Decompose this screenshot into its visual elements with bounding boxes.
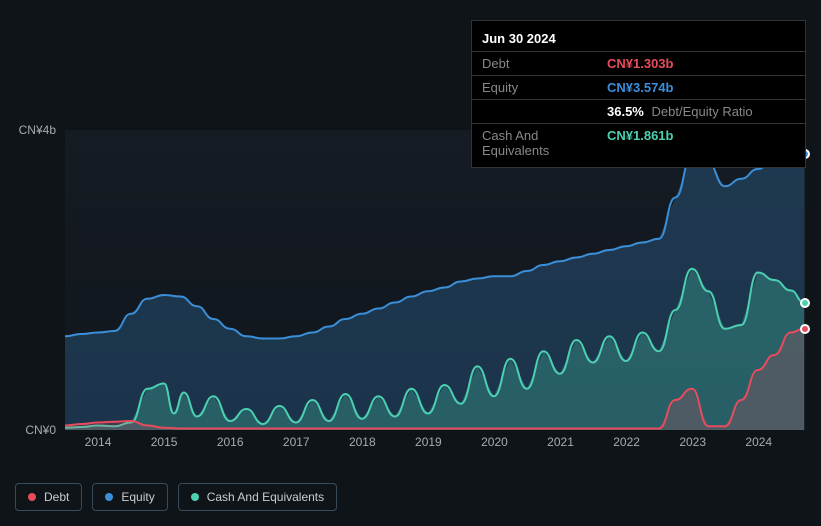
tooltip-row-ratio: 36.5% Debt/Equity Ratio (472, 100, 805, 124)
tooltip-ratio-label: Debt/Equity Ratio (652, 104, 753, 119)
chart-legend: Debt Equity Cash And Equivalents (15, 483, 337, 511)
y-tick-label: CN¥0 (25, 423, 56, 437)
x-axis: 2014 2015 2016 2017 2018 2019 2020 2021 2022 2023… (65, 435, 805, 455)
tooltip-value-equity: CN¥3.574b (607, 80, 673, 95)
series-end-marker-debt (800, 324, 810, 334)
tooltip-row-cash: Cash And Equivalents CN¥1.861b (472, 124, 805, 162)
chart-area: CN¥0CN¥4b 201420152016201720182019202020… (15, 120, 805, 470)
chart-plot[interactable] (65, 130, 805, 430)
chart-tooltip: Jun 30 2024 Debt CN¥1.303b Equity CN¥3.5… (471, 20, 806, 168)
legend-item-debt[interactable]: Debt (15, 483, 82, 511)
x-tick-label: 2016 (217, 435, 244, 449)
y-axis: CN¥0 CN¥4b (15, 120, 60, 440)
legend-dot-debt (28, 493, 36, 501)
legend-dot-cash (191, 493, 199, 501)
tooltip-label-equity: Equity (482, 80, 607, 95)
tooltip-ratio: 36.5% Debt/Equity Ratio (607, 104, 753, 119)
tooltip-label-cash: Cash And Equivalents (482, 128, 607, 158)
x-tick-label: 2019 (415, 435, 442, 449)
tooltip-value-debt: CN¥1.303b (607, 56, 673, 71)
x-tick-label: 2022 (613, 435, 640, 449)
tooltip-row-debt: Debt CN¥1.303b (472, 52, 805, 76)
tooltip-value-cash: CN¥1.861b (607, 128, 673, 158)
tooltip-label-debt: Debt (482, 56, 607, 71)
legend-label-cash: Cash And Equivalents (207, 490, 324, 504)
legend-label-debt: Debt (44, 490, 69, 504)
y-tick-label: CN¥4b (19, 123, 56, 137)
legend-item-equity[interactable]: Equity (92, 483, 167, 511)
legend-item-cash[interactable]: Cash And Equivalents (178, 483, 337, 511)
legend-label-equity: Equity (121, 490, 154, 504)
x-tick-label: 2018 (349, 435, 376, 449)
tooltip-date: Jun 30 2024 (472, 26, 805, 52)
tooltip-ratio-value: 36.5% (607, 104, 644, 119)
series-end-marker-cash (800, 298, 810, 308)
x-tick-label: 2024 (745, 435, 772, 449)
x-tick-label: 2015 (151, 435, 178, 449)
tooltip-label-ratio-empty (482, 104, 607, 119)
x-tick-label: 2017 (283, 435, 310, 449)
legend-dot-equity (105, 493, 113, 501)
x-tick-label: 2023 (679, 435, 706, 449)
tooltip-row-equity: Equity CN¥3.574b (472, 76, 805, 100)
x-tick-label: 2020 (481, 435, 508, 449)
x-tick-label: 2014 (85, 435, 112, 449)
x-tick-label: 2021 (547, 435, 574, 449)
